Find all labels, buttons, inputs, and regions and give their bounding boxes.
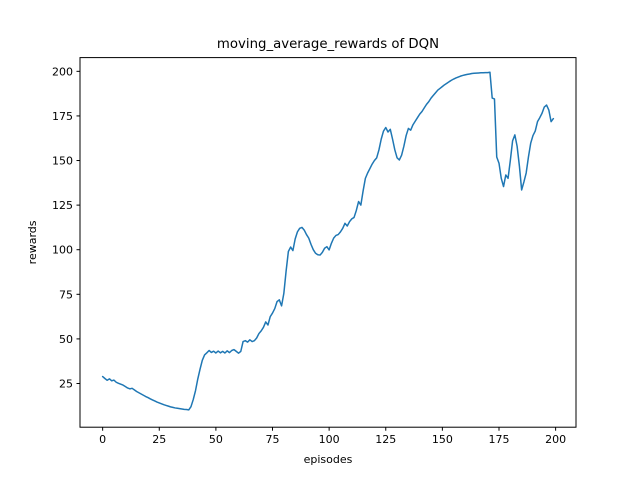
y-tick-label: 175	[52, 110, 73, 123]
y-axis-label: rewards	[26, 220, 39, 264]
y-tick-label: 75	[59, 288, 73, 301]
x-tick-label: 150	[432, 433, 453, 446]
x-tick-label: 200	[545, 433, 566, 446]
x-tick-label: 175	[488, 433, 509, 446]
data-series	[101, 71, 555, 411]
y-tick-label: 25	[59, 377, 73, 390]
y-tick-label: 50	[59, 333, 73, 346]
y-tick-label: 100	[52, 244, 73, 257]
y-tick-label: 150	[52, 155, 73, 168]
x-tick-label: 100	[319, 433, 340, 446]
x-tick-label: 25	[152, 433, 166, 446]
x-tick-label: 75	[266, 433, 280, 446]
x-tick-label: 50	[209, 433, 223, 446]
chart-title: moving_average_rewards of DQN	[217, 37, 439, 52]
x-tick-label: 0	[99, 433, 106, 446]
y-tick-label: 200	[52, 65, 73, 78]
x-axis-label: episodes	[304, 453, 353, 466]
axes: 0 25 50 75 100 125 150 175 200 25 50 75 100 125 150 175…	[52, 57, 577, 446]
series-moving_average_rewards-line	[101, 71, 555, 411]
x-tick-label: 125	[375, 433, 396, 446]
plot-spines	[79, 57, 577, 428]
y-tick-label: 125	[52, 199, 73, 212]
